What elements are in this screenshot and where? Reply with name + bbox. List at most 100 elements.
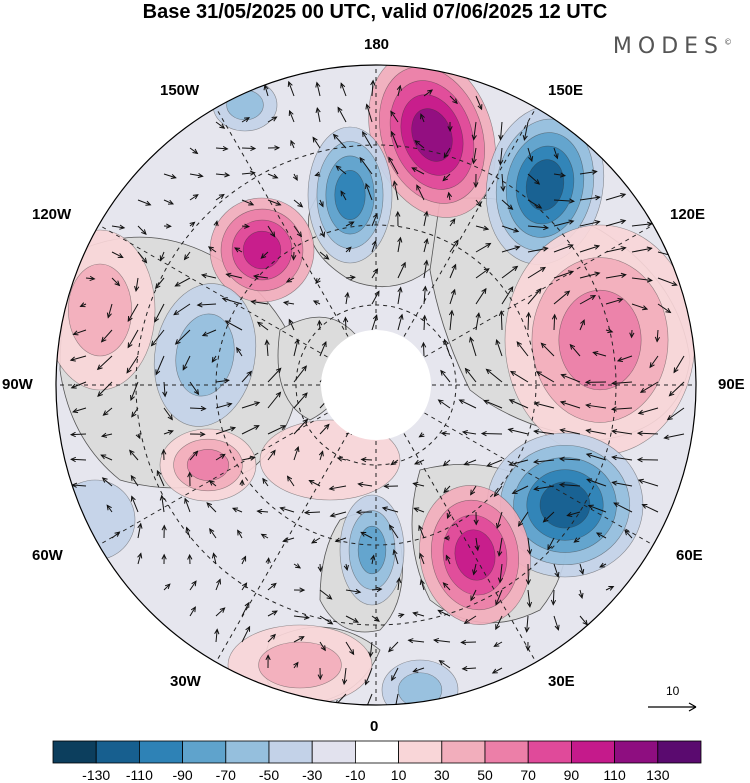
wind-arrow <box>553 147 559 160</box>
wind-arrow <box>475 225 490 231</box>
wind-arrow <box>342 667 348 686</box>
wind-arrow <box>293 446 300 461</box>
wind-arrow <box>605 192 627 201</box>
wind-arrow <box>579 271 601 279</box>
wind-arrow <box>236 346 243 357</box>
wind-arrow <box>319 615 334 625</box>
wind-arrow <box>663 433 685 440</box>
wind-arrow <box>215 607 226 617</box>
wind-arrow <box>231 507 243 513</box>
wind-arrow <box>287 80 295 97</box>
wind-arrow <box>527 224 550 231</box>
wind-arrow <box>526 537 533 556</box>
wind-arrow <box>610 406 633 412</box>
colorbar-tick-label: -30 <box>302 767 323 783</box>
wind-arrow <box>413 459 425 465</box>
colorbar-tick-label: 110 <box>603 767 626 783</box>
wind-arrow <box>241 555 247 565</box>
wind-arrow <box>584 379 607 385</box>
colorbar-segment <box>225 740 270 764</box>
wind-arrow <box>111 531 121 539</box>
anomaly-contour <box>243 231 281 269</box>
wind-arrow <box>497 563 504 584</box>
wind-arrow <box>463 459 477 466</box>
wind-arrow <box>508 459 529 467</box>
wind-arrow <box>433 637 451 644</box>
wind-arrow <box>241 145 257 151</box>
wind-arrow <box>100 432 113 438</box>
wind-arrow <box>442 173 451 182</box>
contour-line <box>153 283 257 427</box>
wind-arrow <box>629 329 635 339</box>
wind-arrow <box>256 508 269 515</box>
colorbar-tick-label: -50 <box>258 767 280 783</box>
wind-arrow <box>85 275 96 282</box>
wind-arrow <box>475 199 482 208</box>
contour-line <box>558 289 642 391</box>
wind-arrow <box>154 303 165 323</box>
wind-arrow <box>423 238 429 253</box>
wind-arrow <box>501 286 514 305</box>
wind-arrow <box>285 277 295 283</box>
lon-label-90w: 90W <box>2 376 33 393</box>
reference-vector <box>648 702 697 712</box>
wind-arrow <box>293 418 309 435</box>
meridian <box>98 224 377 386</box>
wind-arrow <box>241 117 251 123</box>
wind-arrow <box>423 89 434 97</box>
wind-arrow <box>97 381 113 397</box>
wind-arrow <box>328 485 347 491</box>
wind-arrow <box>293 392 308 409</box>
wind-arrow <box>411 167 425 175</box>
wind-arrow <box>260 533 269 539</box>
wind-arrow <box>605 219 627 227</box>
anomaly-center <box>485 105 605 265</box>
wind-arrow <box>437 399 451 409</box>
wind-arrow <box>498 121 504 141</box>
wind-arrow <box>106 504 113 513</box>
colorbar-segment <box>527 740 572 764</box>
wind-arrow <box>256 321 269 331</box>
wind-arrow <box>130 495 139 513</box>
colorbar-segment <box>571 740 616 764</box>
wind-arrow <box>290 139 296 149</box>
wind-arrow <box>516 341 529 357</box>
wind-arrow <box>150 329 165 347</box>
wind-arrow <box>360 457 373 463</box>
wind-arrow <box>605 272 627 279</box>
wind-arrow <box>498 147 504 166</box>
wind-arrow <box>579 319 585 331</box>
anomaly-contour <box>398 672 442 705</box>
wind-arrow <box>443 535 451 541</box>
anomaly-contour <box>68 264 132 356</box>
wind-arrow <box>161 524 167 539</box>
wind-arrow <box>413 507 425 513</box>
wind-arrow <box>135 433 141 440</box>
wind-arrow <box>449 218 456 227</box>
wind-arrow <box>438 659 451 669</box>
contour-line <box>348 510 396 590</box>
wind-arrow <box>317 563 323 573</box>
wind-arrow <box>474 537 480 552</box>
wind-arrow <box>267 199 282 206</box>
wind-arrow <box>527 147 534 163</box>
wind-arrow <box>265 557 271 565</box>
colorbar-tick-label: 50 <box>477 767 493 783</box>
wind-arrow <box>335 165 347 175</box>
contour-line <box>505 132 585 238</box>
wind-arrow <box>463 615 477 624</box>
wind-arrow <box>599 562 607 568</box>
wind-arrow <box>448 309 455 331</box>
wind-arrow <box>260 251 269 259</box>
wind-arrow <box>345 275 356 281</box>
wind-arrow <box>184 497 191 513</box>
wind-arrow <box>111 277 121 287</box>
wind-arrow <box>293 365 307 383</box>
wind-arrow <box>279 506 295 513</box>
wind-arrow <box>395 210 401 227</box>
wind-arrow <box>359 156 373 175</box>
wind-arrow <box>397 286 403 305</box>
wind-arrow <box>611 380 633 386</box>
anomaly-contour <box>175 313 235 397</box>
wind-arrow <box>267 425 287 435</box>
